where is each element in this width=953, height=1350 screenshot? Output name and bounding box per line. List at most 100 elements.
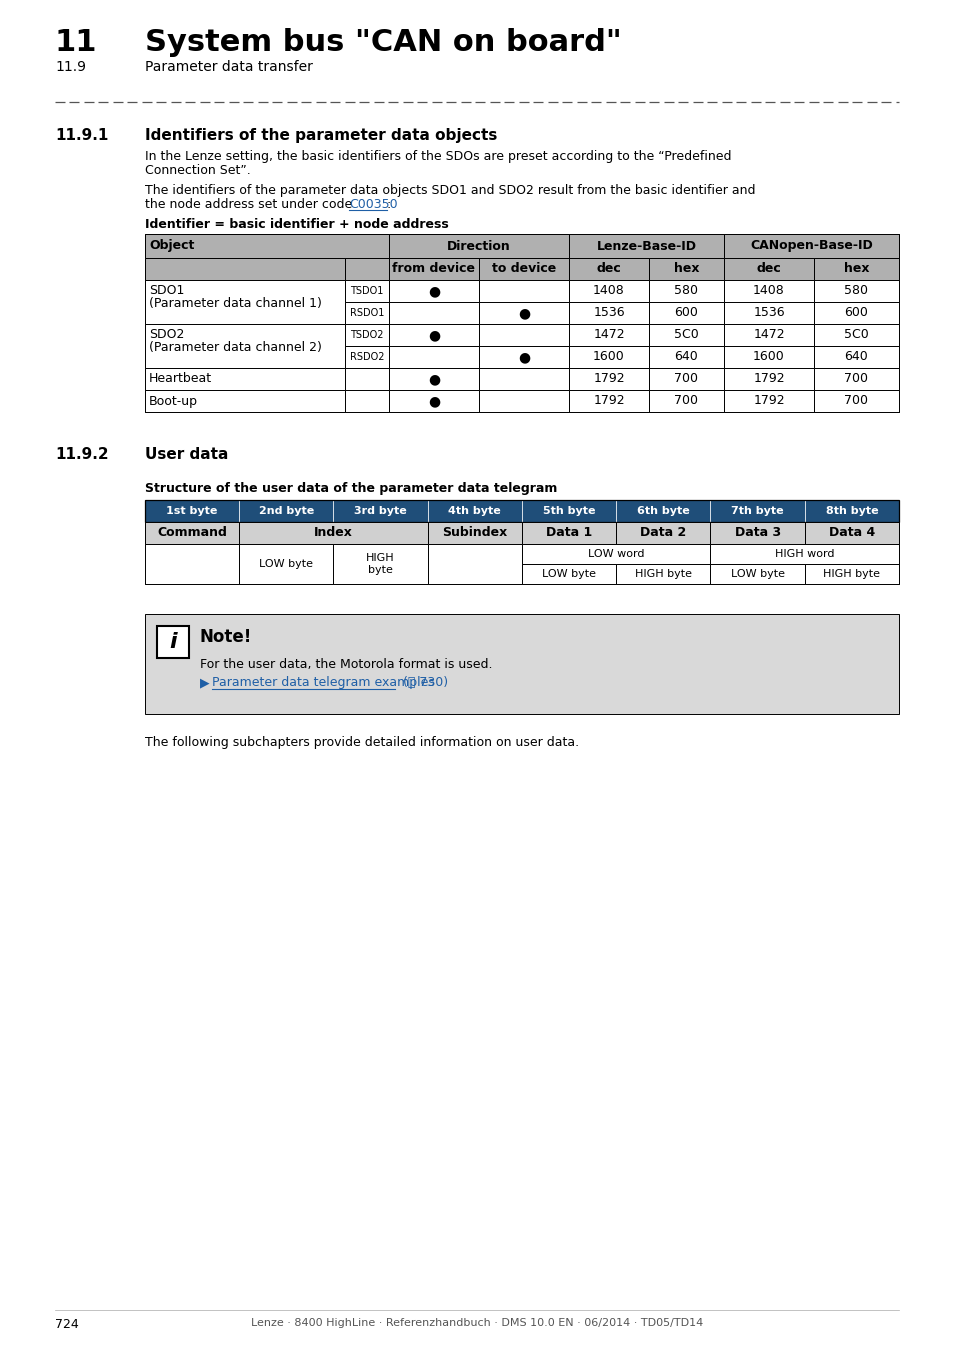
Bar <box>568 390 648 412</box>
Text: TSDO1: TSDO1 <box>350 286 383 296</box>
Text: 580: 580 <box>674 285 698 297</box>
Text: 5C0: 5C0 <box>843 328 868 342</box>
Bar <box>521 564 616 585</box>
Text: 5th byte: 5th byte <box>542 506 595 516</box>
Text: SDO1: SDO1 <box>149 284 184 297</box>
Bar <box>813 279 898 302</box>
Bar <box>239 544 334 585</box>
Bar <box>145 234 389 258</box>
Text: Parameter data transfer: Parameter data transfer <box>145 59 313 74</box>
Bar <box>813 324 898 346</box>
Bar <box>345 390 389 412</box>
Bar <box>648 302 723 324</box>
Text: 5C0: 5C0 <box>674 328 699 342</box>
Text: Lenze · 8400 HighLine · Referenzhandbuch · DMS 10.0 EN · 06/2014 · TD05/TD14: Lenze · 8400 HighLine · Referenzhandbuch… <box>251 1318 702 1328</box>
Text: ●: ● <box>428 373 439 386</box>
Bar <box>478 390 568 412</box>
Text: 7th byte: 7th byte <box>731 506 783 516</box>
Text: (Parameter data channel 1): (Parameter data channel 1) <box>149 297 321 310</box>
Bar <box>648 279 723 302</box>
Text: to device: to device <box>492 262 556 275</box>
Text: 1536: 1536 <box>753 306 784 320</box>
Text: 580: 580 <box>843 285 867 297</box>
Bar <box>804 500 898 522</box>
Text: ●: ● <box>428 328 439 342</box>
Bar <box>239 500 334 522</box>
Text: 3rd byte: 3rd byte <box>354 506 407 516</box>
Text: 1792: 1792 <box>593 394 624 408</box>
Bar <box>145 544 898 585</box>
Bar <box>813 390 898 412</box>
Bar <box>145 369 345 390</box>
Bar <box>334 500 427 522</box>
Bar <box>568 324 648 346</box>
Text: Object: Object <box>149 239 194 252</box>
Bar <box>478 346 568 369</box>
Text: Identifiers of the parameter data objects: Identifiers of the parameter data object… <box>145 128 497 143</box>
Bar <box>804 564 898 585</box>
Text: 1536: 1536 <box>593 306 624 320</box>
Text: 11: 11 <box>55 28 97 57</box>
Text: Heartbeat: Heartbeat <box>149 373 212 386</box>
Bar <box>145 500 898 522</box>
Bar <box>334 544 427 585</box>
Text: 11.9.1: 11.9.1 <box>55 128 109 143</box>
Text: The identifiers of the parameter data objects SDO1 and SDO2 result from the basi: The identifiers of the parameter data ob… <box>145 184 755 197</box>
Text: the node address set under code: the node address set under code <box>145 198 355 211</box>
Bar <box>345 324 389 346</box>
Bar <box>145 324 345 369</box>
Text: hex: hex <box>842 262 868 275</box>
Text: dec: dec <box>596 262 620 275</box>
Text: 600: 600 <box>843 306 867 320</box>
Bar <box>723 258 813 279</box>
Text: Command: Command <box>157 526 227 540</box>
Bar <box>648 369 723 390</box>
Bar <box>616 522 710 544</box>
Text: For the user data, the Motorola format is used.: For the user data, the Motorola format i… <box>200 657 492 671</box>
Bar <box>145 614 898 714</box>
Text: 4th byte: 4th byte <box>448 506 500 516</box>
Text: CANopen-Base-ID: CANopen-Base-ID <box>749 239 872 252</box>
Text: 700: 700 <box>843 373 867 386</box>
Text: (Parameter data channel 2): (Parameter data channel 2) <box>149 342 321 354</box>
Text: dec: dec <box>756 262 781 275</box>
Bar <box>723 324 813 346</box>
Bar <box>813 346 898 369</box>
Text: Data 3: Data 3 <box>734 526 780 540</box>
Text: HIGH word: HIGH word <box>774 549 834 559</box>
Text: In the Lenze setting, the basic identifiers of the SDOs are preset according to : In the Lenze setting, the basic identifi… <box>145 150 731 163</box>
Text: 2nd byte: 2nd byte <box>258 506 314 516</box>
Bar <box>616 500 710 522</box>
Bar <box>813 302 898 324</box>
Text: Data 2: Data 2 <box>639 526 686 540</box>
Text: 1408: 1408 <box>752 285 784 297</box>
Bar <box>145 279 898 324</box>
Bar <box>813 258 898 279</box>
Text: RSDO1: RSDO1 <box>350 308 384 319</box>
Bar <box>648 324 723 346</box>
Bar <box>345 258 389 279</box>
Bar <box>427 500 521 522</box>
Text: LOW word: LOW word <box>587 549 644 559</box>
Bar <box>568 279 648 302</box>
Text: LOW byte: LOW byte <box>730 568 783 579</box>
Text: 1472: 1472 <box>593 328 624 342</box>
Bar <box>710 500 804 522</box>
Text: C00350: C00350 <box>349 198 397 211</box>
Text: 8th byte: 8th byte <box>824 506 878 516</box>
Text: Note!: Note! <box>200 628 253 647</box>
Text: ●: ● <box>517 350 530 365</box>
Text: 724: 724 <box>55 1318 79 1331</box>
Text: System bus "CAN on board": System bus "CAN on board" <box>145 28 621 57</box>
Bar <box>345 346 389 369</box>
Bar <box>723 346 813 369</box>
Bar <box>568 302 648 324</box>
Text: 640: 640 <box>843 351 867 363</box>
Bar <box>568 258 648 279</box>
Text: 11.9: 11.9 <box>55 59 86 74</box>
Bar <box>478 258 568 279</box>
Bar <box>710 522 804 544</box>
Bar <box>568 234 723 258</box>
Text: 700: 700 <box>674 394 698 408</box>
Text: HIGH byte: HIGH byte <box>822 568 880 579</box>
